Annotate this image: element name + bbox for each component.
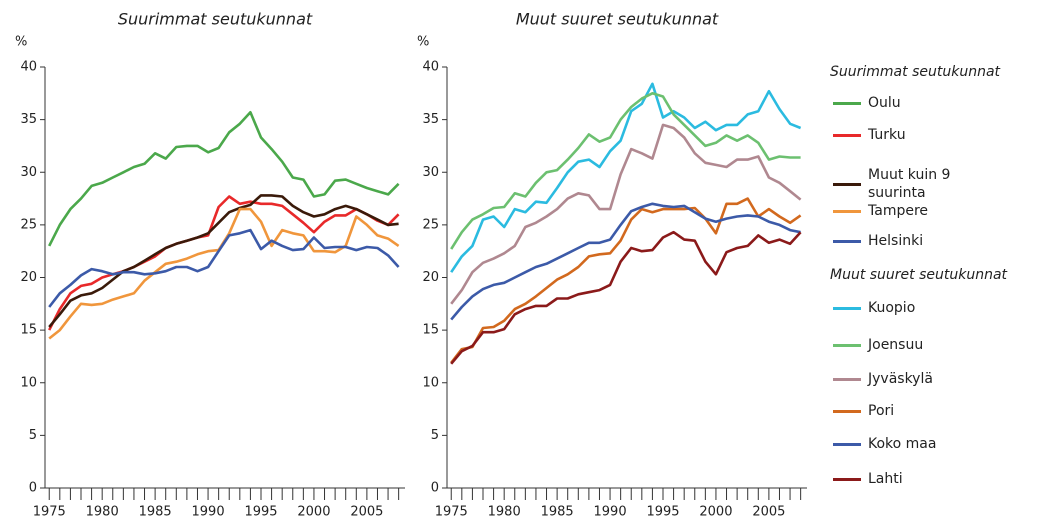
legend-item: Joensuu	[833, 336, 923, 354]
series-line	[48, 207, 400, 340]
y-tick-label: 15	[20, 323, 37, 338]
legend-swatch	[833, 343, 861, 347]
chart-title: Suurimmat seutukunnat	[118, 10, 313, 29]
series-line	[450, 197, 802, 364]
legend-item: Turku	[833, 126, 906, 144]
legend-swatch	[833, 306, 861, 310]
y-tick-label: 5	[29, 428, 37, 443]
y-tick-label: 0	[29, 481, 37, 496]
y-tick-label: 5	[431, 428, 439, 443]
legend-label: Oulu	[868, 95, 901, 111]
legend-item: Oulu	[833, 94, 901, 112]
x-tick-label: 1975	[435, 505, 468, 520]
y-tick-label: 35	[422, 112, 439, 127]
series-line	[450, 92, 801, 250]
legend-swatch	[833, 377, 861, 381]
y-tick-label: 25	[422, 217, 439, 232]
x-tick-label: 2000	[699, 505, 732, 520]
legend-label: Helsinki	[868, 233, 924, 249]
y-tick-label: 35	[20, 112, 37, 127]
x-tick-label: 1990	[192, 505, 225, 520]
legend-item: Pori	[833, 402, 894, 420]
series-line	[48, 195, 400, 331]
legend-swatch	[833, 477, 861, 481]
x-tick-label: 1995	[244, 505, 277, 520]
legend-swatch	[833, 133, 861, 137]
legend-item: Koko maa	[833, 435, 936, 453]
x-tick-label: 1985	[139, 505, 172, 520]
series-line	[48, 228, 400, 308]
legend-heading: Muut suuret seutukunnat	[830, 267, 1008, 283]
y-axis-label: %	[15, 35, 27, 50]
legend-label: Turku	[868, 127, 906, 143]
legend-swatch	[833, 409, 861, 413]
series-line	[450, 230, 802, 365]
legend-swatch	[833, 101, 861, 105]
legend-label: Muut kuin 9 suurinta	[868, 167, 951, 201]
legend-item: Muut kuin 9 suurinta	[833, 166, 968, 202]
series-line	[450, 82, 802, 273]
x-tick-label: 1980	[86, 505, 119, 520]
series-line	[48, 194, 399, 328]
legend-item: Kuopio	[833, 299, 915, 317]
x-tick-label: 1995	[646, 505, 679, 520]
y-tick-label: 10	[20, 375, 37, 390]
legend-swatch	[833, 209, 861, 213]
legend-label: Joensuu	[868, 337, 924, 353]
x-tick-label: 1990	[594, 505, 627, 520]
y-tick-label: 10	[422, 375, 439, 390]
legend-label: Tampere	[868, 203, 929, 219]
legend-label: Jyväskylä	[868, 371, 933, 387]
y-tick-label: 0	[431, 481, 439, 496]
y-tick-label: 30	[422, 165, 439, 180]
legend-label: Lahti	[868, 471, 903, 487]
y-tick-label: 40	[422, 60, 439, 75]
series-line	[450, 202, 801, 321]
y-tick-label: 40	[20, 60, 37, 75]
legend-swatch	[833, 239, 861, 243]
y-tick-label: 20	[422, 270, 439, 285]
y-axis-label: %	[417, 35, 429, 50]
legend-item: Tampere	[833, 202, 928, 220]
legend-item: Helsinki	[833, 232, 923, 250]
y-tick-label: 30	[20, 165, 37, 180]
x-tick-label: 2005	[350, 505, 383, 520]
series-line	[450, 123, 802, 305]
x-tick-label: 1975	[33, 505, 66, 520]
legend-swatch	[833, 442, 861, 446]
y-tick-label: 25	[20, 217, 37, 232]
legend-item: Lahti	[833, 470, 903, 488]
x-tick-label: 2005	[752, 505, 785, 520]
legend-label: Pori	[868, 403, 895, 419]
legend-label: Kuopio	[868, 300, 916, 316]
chart-title: Muut suuret seutukunnat	[516, 10, 719, 29]
y-tick-label: 20	[20, 270, 37, 285]
y-tick-label: 15	[422, 323, 439, 338]
x-tick-label: 1985	[541, 505, 574, 520]
x-tick-label: 2000	[297, 505, 330, 520]
legend-item: Jyväskylä	[833, 370, 933, 388]
x-tick-label: 1980	[488, 505, 521, 520]
legend-swatch	[833, 182, 861, 186]
series-line	[48, 111, 400, 247]
legend-label: Koko maa	[868, 436, 937, 452]
legend-heading: Suurimmat seutukunnat	[830, 64, 1001, 80]
